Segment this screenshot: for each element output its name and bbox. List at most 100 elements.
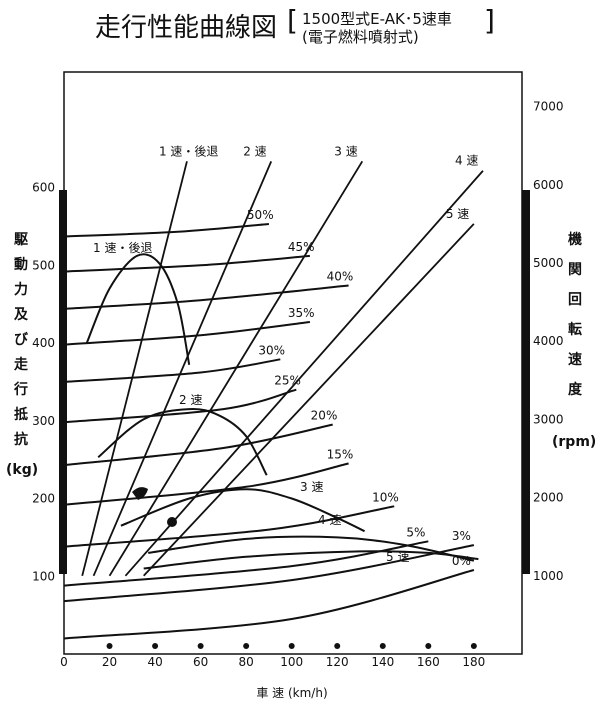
x-tick-label: 20 (102, 655, 117, 669)
y-tick-label-left: 100 (32, 569, 55, 583)
gear-rpm-line (143, 223, 475, 577)
ink-blot-2 (167, 517, 177, 527)
x-axis-dot (334, 643, 341, 649)
y-tick-label-right: 5000 (533, 256, 564, 270)
drive-force-curve-label: 3 速 (300, 480, 323, 494)
y-label-left-char: 抵 (14, 406, 28, 423)
resistance-curve-label: 20% (311, 409, 338, 423)
y-label-left-char: 動 (14, 256, 28, 273)
chart-title: 走行性能曲線図 (95, 13, 277, 43)
ink-blot-1 (132, 487, 148, 500)
gear-rpm-line (81, 161, 188, 577)
gear-rpm-line (92, 160, 273, 577)
drive-force-curve-label: 1 速・後退 (93, 241, 152, 255)
resistance-curve (63, 462, 349, 506)
resistance-curve (63, 388, 297, 424)
x-tick-label: 100 (280, 655, 303, 669)
title-bracket-left: [ (287, 4, 298, 37)
resistance-curve (63, 358, 281, 383)
resistance-curve (63, 223, 269, 238)
gear-rpm-line-label: 4 速 (455, 154, 478, 168)
x-axis-ticks: 0 20 40 60 80 100 120 140 160 180 (60, 655, 485, 669)
resistance-curve (63, 284, 349, 310)
resistance-curve-label: 10% (372, 490, 399, 504)
y-tick-label-left: 200 (32, 492, 55, 506)
gear-rpm-line (124, 170, 484, 577)
x-axis-dot (152, 643, 159, 649)
resistance-curve-label: 15% (327, 448, 354, 462)
x-tick-label: 160 (417, 655, 440, 669)
x-tick-label: 180 (462, 655, 485, 669)
resistance-curve-label: 35% (288, 306, 315, 320)
y-label-right-char: 関 (568, 262, 582, 278)
gear-rpm-line-label: 5 速 (446, 207, 469, 221)
curve-labels: 1 速・後退 2 速 3 速 4 速 5 速 (93, 241, 409, 564)
chart-subtitle-2: (電子燃料噴射式) (302, 28, 419, 46)
x-axis-dot (425, 643, 432, 649)
y-tick-label-left: 300 (32, 414, 55, 428)
x-axis-dot (106, 643, 113, 649)
x-tick-label: 80 (239, 655, 254, 669)
y-label-right-char: (rpm) (552, 434, 596, 450)
y-tick-label-left: 400 (32, 336, 55, 350)
x-axis-dot (470, 643, 477, 649)
drive-force-curve-label: 4 速 (318, 513, 341, 527)
drive-force-curve-label: 5 速 (386, 550, 409, 564)
drive-force-curve-label: 2 速 (179, 393, 202, 407)
y-label-left-char: (kg) (6, 462, 38, 478)
y-tick-label-right: 6000 (533, 178, 564, 192)
y-tick-label-right: 1000 (533, 569, 564, 583)
resistance-curves: 50%45%40%35%30%25%20%15%10%5% 3%0% (63, 208, 475, 640)
y-tick-label-right: 7000 (533, 100, 564, 114)
y-tick-label-right: 4000 (533, 334, 564, 348)
y-label-left-char: 及 (14, 307, 29, 323)
resistance-curve (63, 254, 310, 273)
y-tick-label-right: 3000 (533, 412, 564, 426)
y-tick-label-left: 500 (32, 258, 55, 272)
resistance-curve (63, 544, 475, 603)
y-axis-ticks-left: 100 200 300 400 500 600 (32, 181, 55, 584)
y-label-left-char: 行 (13, 381, 28, 398)
x-axis-dot (379, 643, 386, 649)
drive-force-curves (85, 253, 479, 570)
y-label-right-char: 回 (568, 292, 582, 308)
y-label-right-char: 転 (568, 321, 582, 338)
x-axis-dot (243, 643, 250, 649)
x-axis-label: 車 速 (km/h) (256, 686, 327, 700)
drive-force-curve (143, 550, 479, 570)
y-tick-label-right: 2000 (533, 491, 564, 505)
right-axis-bar (522, 190, 530, 574)
y-label-right-char: 速 (568, 351, 582, 368)
gear-rpm-lines: 1 速・後退 2 速 3 速 4 速 5 速 (81, 144, 484, 577)
y-label-right-char: 機 (568, 231, 582, 248)
gear-rpm-line-label: 3 速 (334, 144, 357, 158)
x-tick-label: 0 (60, 655, 68, 669)
left-axis-bar (59, 190, 67, 574)
chart-subtitle-1: 1500型式E-AK･5速車 (302, 10, 452, 28)
y-label-left-char: 抗 (14, 431, 28, 448)
resistance-curve (63, 321, 311, 346)
title-bracket-right: ] (484, 4, 495, 37)
resistance-curve (63, 540, 429, 587)
y-tick-label-left: 600 (32, 181, 55, 195)
x-tick-label: 40 (147, 655, 162, 669)
gear-rpm-line-label: 1 速・後退 (159, 144, 218, 158)
x-tick-label: 60 (193, 655, 208, 669)
y-label-left-char: 走 (14, 357, 29, 373)
resistance-curve-label: 40% (327, 269, 354, 283)
x-tick-label: 140 (371, 655, 394, 669)
x-axis-dots (106, 643, 477, 649)
resistance-curve (63, 569, 475, 640)
y-label-left-char: び (14, 332, 29, 348)
x-tick-label: 120 (326, 655, 349, 669)
y-label-left-char: 駆 (14, 232, 28, 248)
x-axis-dot (197, 643, 204, 649)
gear-rpm-line (108, 160, 364, 577)
y-axis-ticks-right: 1000 2000 3000 4000 5000 6000 7000 (533, 100, 564, 583)
gear-rpm-line-label: 2 速 (243, 144, 266, 158)
y-label-left-char: 力 (14, 281, 28, 298)
resistance-curve-label: 50% (247, 208, 274, 222)
